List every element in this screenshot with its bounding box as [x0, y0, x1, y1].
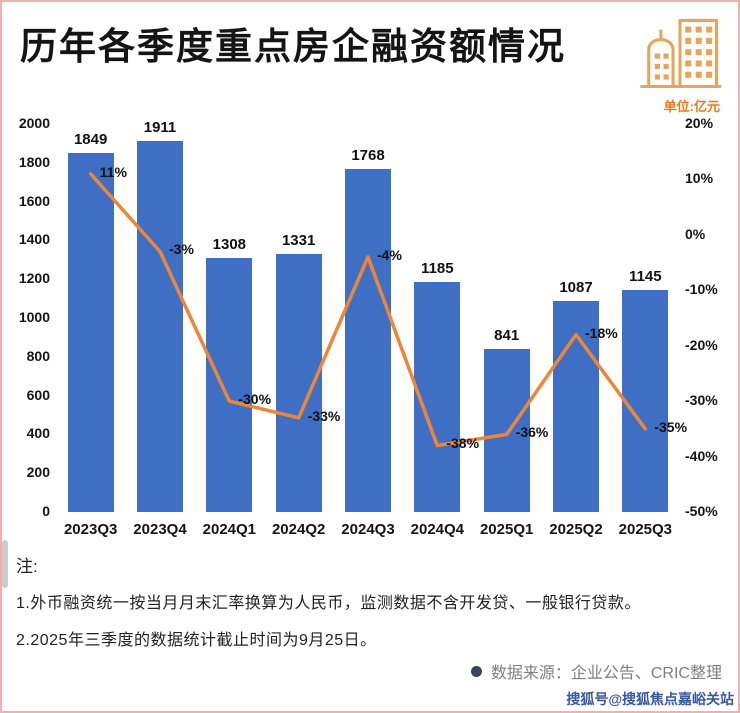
- left-axis-tick: 800: [26, 347, 50, 364]
- x-axis-label: 2025Q3: [618, 521, 673, 538]
- notes-section: 注: 1.外币融资统一按当月月末汇率换算为人民币，监测数据不含开发贷、一般银行贷…: [16, 552, 726, 663]
- notes-label: 注:: [16, 557, 38, 576]
- bar-value-label: 841: [494, 326, 520, 344]
- x-axis-label: 2025Q1: [479, 521, 534, 538]
- left-scrollbar-thumb[interactable]: [2, 540, 8, 588]
- line-series: [88, 172, 648, 448]
- page-title: 历年各季度重点房企融资额情况: [20, 26, 566, 67]
- building-icon: [640, 18, 722, 89]
- bar-value-label: 1308: [212, 236, 247, 254]
- left-axis-tick: 2000: [18, 115, 50, 131]
- x-axis-label: 2024Q4: [410, 521, 465, 538]
- line-point-label: -33%: [307, 407, 341, 424]
- right-axis-tick: 10%: [685, 170, 714, 187]
- right-axis-tick: -40%: [685, 447, 718, 464]
- left-axis-tick: 1400: [18, 231, 50, 248]
- left-axis-tick: 0: [42, 503, 50, 519]
- window-grid: [654, 26, 713, 80]
- data-source: 数据来源：企业公告、CRIC整理: [470, 659, 722, 683]
- note-line-2: 2.2025年三季度的数据统计截止时间为9月25日。: [16, 632, 377, 649]
- left-axis-tick: 1200: [18, 270, 50, 287]
- plot-area: 1849 1911 1308 1331 1768 1185 841 1087 1145 11% -3…: [56, 119, 687, 512]
- source-text: 数据来源：企业公告、CRIC整理: [490, 665, 722, 682]
- bar-2024Q1: [206, 258, 253, 512]
- left-axis-tick: 400: [26, 425, 50, 442]
- right-axis-tick: -50%: [685, 503, 718, 519]
- bar-value-label: 1768: [351, 147, 385, 164]
- dome-tower-outline: [647, 38, 675, 89]
- bar-2025Q3: [622, 289, 669, 512]
- left-axis: 2000 1800 1600 1400 1200 1000 800 600 400 200 0: [10, 115, 56, 519]
- right-axis-tick: -30%: [685, 392, 718, 409]
- bar-2023Q3: [67, 153, 114, 512]
- right-axis-tick: 0%: [685, 225, 706, 242]
- left-axis-tick: 1800: [18, 153, 50, 170]
- x-axis: 2023Q3 2023Q4 2024Q1 2024Q2 2024Q3 2024Q4 2025…: [56, 512, 680, 546]
- left-axis-tick: 1600: [18, 192, 50, 209]
- x-axis-label: 2025Q2: [549, 521, 603, 538]
- line-point-label: -18%: [585, 324, 618, 341]
- chart: 2000 1800 1600 1400 1200 1000 800 600 400 200 0 20…: [10, 114, 734, 546]
- bar-value-label: 1849: [73, 131, 108, 149]
- sohu-watermark: 搜狐号@搜狐焦点嘉峪关站: [566, 691, 734, 707]
- left-axis-tick: 600: [26, 386, 50, 403]
- unit-label: 单位:亿元: [663, 99, 720, 114]
- right-axis-tick: -10%: [685, 281, 718, 298]
- line-point-label: -38%: [446, 435, 480, 452]
- bar-2024Q3: [345, 169, 391, 512]
- x-axis-label: 2023Q4: [133, 521, 187, 538]
- x-axis-label: 2024Q1: [202, 521, 257, 538]
- note-line-1: 1.外币融资统一按当月月末汇率换算为人民币，监测数据不含开发贷、一般银行贷款。: [16, 595, 641, 612]
- x-axis-label: 2024Q3: [341, 521, 395, 538]
- left-axis-tick: 1000: [18, 309, 50, 325]
- bar-2025Q1: [483, 348, 530, 512]
- bar-2023Q4: [137, 141, 183, 512]
- bar-2024Q4: [414, 282, 461, 512]
- line-point-label: -3%: [169, 241, 194, 258]
- line-point-label: -36%: [515, 424, 549, 441]
- line-point-label: 11%: [99, 163, 127, 180]
- left-axis-tick: 200: [26, 464, 50, 481]
- bar-value-label: 1331: [281, 231, 316, 249]
- x-axis-label: 2023Q3: [63, 521, 118, 538]
- line-point-label: -30%: [238, 391, 272, 408]
- line-point-label: -35%: [654, 418, 688, 435]
- bar-value-label: 1911: [143, 119, 177, 137]
- right-axis-tick: -20%: [685, 336, 718, 353]
- line-point-label: -4%: [377, 247, 402, 264]
- x-axis-label: 2024Q2: [271, 521, 326, 538]
- bar-value-label: 1185: [421, 260, 454, 278]
- right-axis-tick: 20%: [685, 115, 714, 131]
- bullet-dot-icon: [470, 666, 482, 677]
- bar-value-label: 1145: [629, 267, 662, 285]
- right-axis: 20% 10% 0% -10% -20% -30% -40% -50%: [680, 115, 734, 519]
- bar-value-label: 1087: [559, 279, 593, 297]
